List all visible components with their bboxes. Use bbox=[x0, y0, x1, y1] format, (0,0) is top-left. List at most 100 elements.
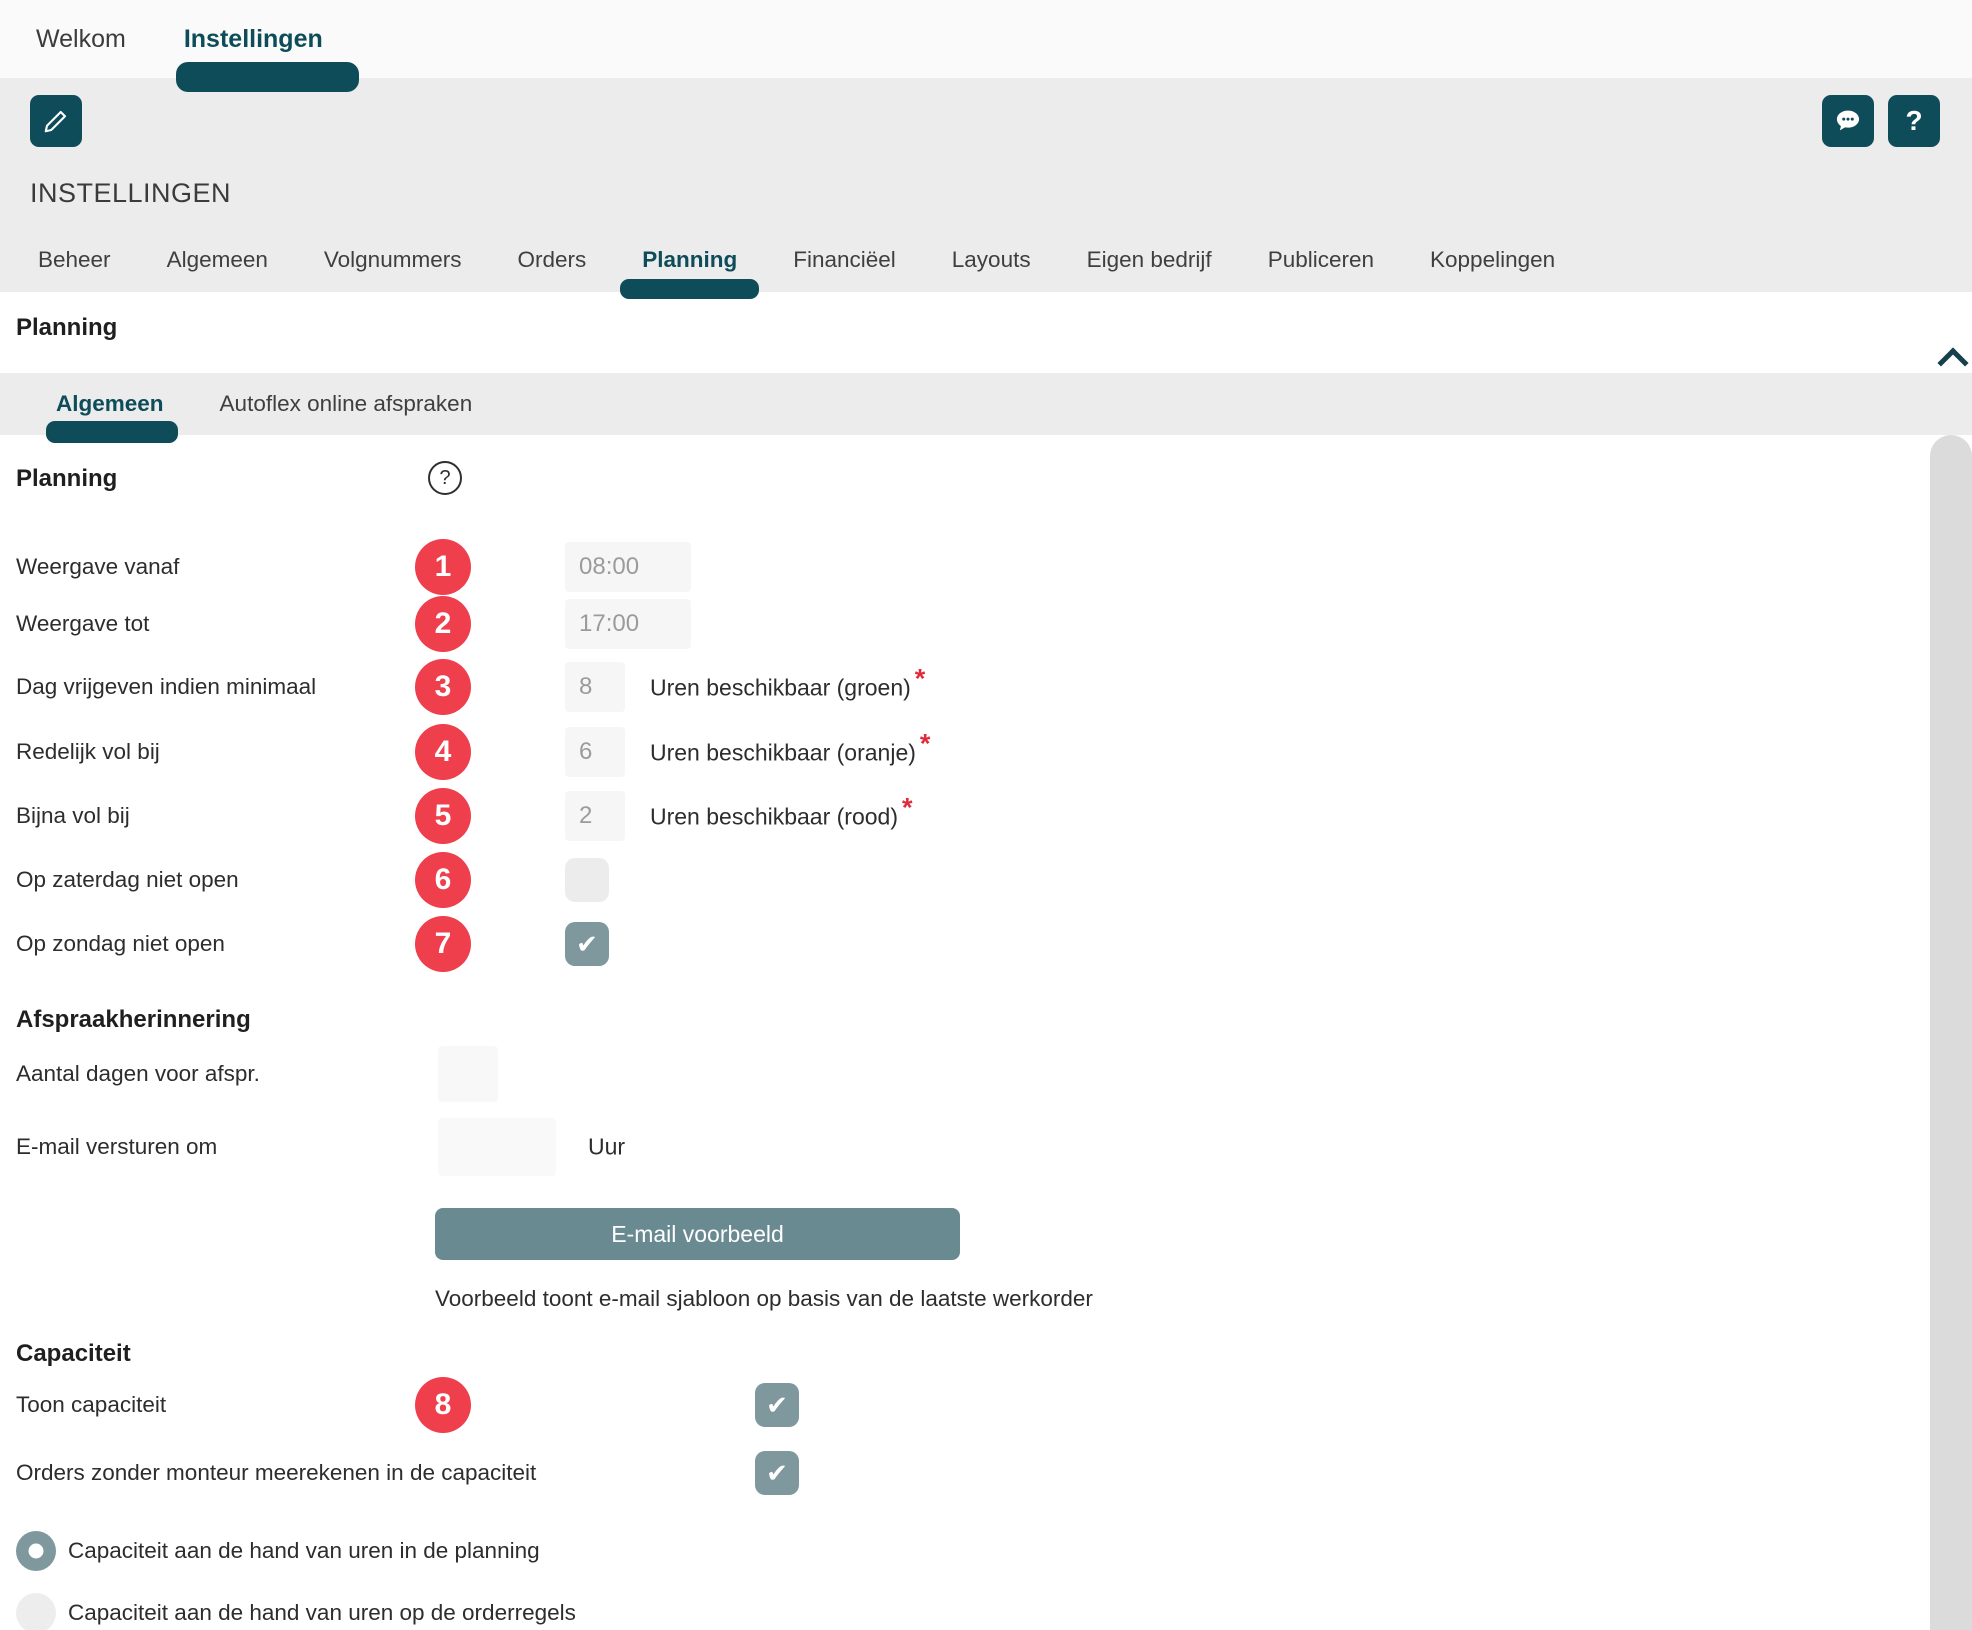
nav-tab-layouts[interactable]: Layouts bbox=[952, 228, 1031, 292]
sub-tab-label: Algemeen bbox=[56, 391, 164, 416]
tab-welkom-label: Welkom bbox=[36, 24, 126, 53]
zondag-checkbox[interactable]: ✔ bbox=[565, 922, 609, 966]
tab-welkom[interactable]: Welkom bbox=[36, 0, 126, 78]
help-button[interactable]: ? bbox=[1888, 95, 1940, 147]
question-mark-icon: ? bbox=[439, 466, 451, 489]
window-tab-bar: Welkom Instellingen bbox=[0, 0, 1972, 92]
nav-tab-label: Eigen bedrijf bbox=[1086, 247, 1212, 272]
row-zaterdag: Op zaterdag niet open 6 bbox=[0, 848, 1930, 912]
nav-tab-algemeen[interactable]: Algemeen bbox=[167, 228, 268, 292]
radio-label: Capaciteit aan de hand van uren in de pl… bbox=[68, 1538, 540, 1563]
radio-label: Capaciteit aan de hand van uren op de or… bbox=[68, 1600, 576, 1625]
row-aantal-dagen: Aantal dagen voor afspr. bbox=[0, 1034, 1930, 1114]
weergave-tot-input[interactable]: 17:00 bbox=[565, 599, 691, 649]
settings-nav-tabs: Beheer Algemeen Volgnummers Orders Plann… bbox=[38, 228, 1555, 299]
row-dag-vrijgeven: Dag vrijgeven indien minimaal 3 8 Uren b… bbox=[0, 654, 1930, 720]
row-orders-zonder-monteur: Orders zonder monteur meerekenen in de c… bbox=[0, 1442, 1930, 1504]
zaterdag-checkbox[interactable] bbox=[565, 858, 609, 902]
pencil-icon bbox=[41, 106, 71, 136]
nav-tab-orders[interactable]: Orders bbox=[517, 228, 586, 292]
field-suffix: Uren beschikbaar (rood) * bbox=[650, 793, 913, 832]
capaciteit-orderregels-radio[interactable] bbox=[16, 1593, 56, 1630]
weergave-vanaf-input[interactable]: 08:00 bbox=[565, 542, 691, 592]
uur-unit-label: Uur bbox=[588, 1133, 626, 1160]
sub-tab-autoflex[interactable]: Autoflex online afspraken bbox=[220, 373, 473, 435]
field-label: Op zaterdag niet open bbox=[16, 867, 239, 892]
question-mark-icon: ? bbox=[1905, 105, 1923, 136]
nav-tab-koppelingen[interactable]: Koppelingen bbox=[1430, 228, 1555, 292]
field-label: Weergave tot bbox=[16, 611, 150, 636]
field-label: Redelijk vol bij bbox=[16, 739, 160, 764]
row-bijna-vol: Bijna vol bij 5 2 Uren beschikbaar (rood… bbox=[0, 784, 1930, 848]
planning-group-title: Planning bbox=[16, 465, 118, 492]
page-header: ? INSTELLINGEN Beheer Algemeen Volgnumme… bbox=[0, 78, 1972, 299]
row-weergave-vanaf: Weergave vanaf 1 08:00 bbox=[0, 539, 1930, 595]
callout-badge-8: 8 bbox=[415, 1377, 471, 1433]
callout-badge-7: 7 bbox=[415, 916, 471, 972]
field-label: Weergave vanaf bbox=[16, 554, 180, 579]
row-toon-capaciteit: Toon capaciteit 8 ✔ bbox=[0, 1368, 1930, 1442]
settings-form: Planning ? Weergave vanaf 1 08:00 Weerga… bbox=[0, 435, 1930, 1630]
nav-tab-label: Publiceren bbox=[1267, 247, 1375, 272]
field-label: Dag vrijgeven indien minimaal bbox=[16, 674, 317, 699]
tab-instellingen-label: Instellingen bbox=[183, 24, 323, 53]
nav-tab-eigen-bedrijf[interactable]: Eigen bedrijf bbox=[1087, 228, 1212, 292]
planning-help-icon[interactable]: ? bbox=[428, 461, 462, 495]
planning-sub-tabs: Algemeen Autoflex online afspraken bbox=[0, 373, 1972, 443]
capaciteit-planning-radio[interactable] bbox=[16, 1531, 56, 1571]
radio-row-orderregels-uren: Capaciteit aan de hand van uren op de or… bbox=[0, 1588, 1930, 1630]
nav-tab-label: Layouts bbox=[951, 247, 1031, 272]
uren-rood-input[interactable]: 2 bbox=[565, 791, 625, 841]
required-asterisk: * bbox=[914, 663, 926, 694]
email-voorbeeld-button[interactable]: E-mail voorbeeld bbox=[435, 1208, 960, 1260]
email-voorbeeld-helper-text: Voorbeeld toont e-mail sjabloon op basis… bbox=[435, 1286, 1093, 1311]
email-tijd-input[interactable] bbox=[438, 1118, 556, 1176]
callout-badge-2: 2 bbox=[415, 596, 471, 652]
nav-tab-label: Koppelingen bbox=[1430, 247, 1556, 272]
callout-badge-6: 6 bbox=[415, 852, 471, 908]
suffix-text: Uren beschikbaar (groen) bbox=[650, 674, 911, 701]
suffix-text: Uren beschikbaar (oranje) bbox=[650, 739, 916, 766]
header-actions: ? bbox=[1822, 95, 1940, 147]
uren-groen-input[interactable]: 8 bbox=[565, 662, 625, 712]
nav-tab-volgnummers[interactable]: Volgnummers bbox=[324, 228, 462, 292]
field-label: Bijna vol bij bbox=[16, 803, 130, 828]
callout-badge-4: 4 bbox=[415, 724, 471, 780]
nav-tab-planning[interactable]: Planning bbox=[620, 228, 760, 299]
orders-zonder-monteur-checkbox[interactable]: ✔ bbox=[755, 1451, 799, 1495]
row-weergave-tot: Weergave tot 2 17:00 bbox=[0, 594, 1930, 654]
tab-instellingen[interactable]: Instellingen bbox=[175, 0, 359, 92]
nav-tab-label: Algemeen bbox=[166, 247, 268, 272]
uren-oranje-input[interactable]: 6 bbox=[565, 727, 625, 777]
active-nav-tab-underline bbox=[620, 279, 760, 299]
nav-tab-label: Beheer bbox=[38, 247, 111, 272]
radio-row-planning-uren: Capaciteit aan de hand van uren in de pl… bbox=[0, 1526, 1930, 1576]
feedback-button[interactable] bbox=[1822, 95, 1874, 147]
nav-tab-beheer[interactable]: Beheer bbox=[38, 228, 111, 292]
afspraak-group-header: Afspraakherinnering bbox=[0, 976, 1930, 1034]
toon-capaciteit-checkbox[interactable]: ✔ bbox=[755, 1383, 799, 1427]
callout-badge-5: 5 bbox=[415, 788, 471, 844]
edit-button[interactable] bbox=[30, 95, 82, 147]
active-window-tab-underline bbox=[175, 62, 359, 92]
field-label: Orders zonder monteur meerekenen in de c… bbox=[16, 1460, 537, 1485]
sub-tab-algemeen[interactable]: Algemeen bbox=[46, 373, 178, 443]
sub-tab-label: Autoflex online afspraken bbox=[219, 391, 473, 416]
field-label: Aantal dagen voor afspr. bbox=[16, 1061, 260, 1086]
callout-badge-1: 1 bbox=[415, 539, 471, 595]
nav-tab-financieel[interactable]: Financiëel bbox=[793, 228, 896, 292]
row-email-versturen: E-mail versturen om Uur bbox=[0, 1114, 1930, 1180]
field-label: Op zondag niet open bbox=[16, 931, 225, 956]
nav-tab-publiceren[interactable]: Publiceren bbox=[1268, 228, 1374, 292]
required-asterisk: * bbox=[919, 728, 931, 759]
nav-tab-label: Volgnummers bbox=[323, 247, 462, 272]
vertical-scrollbar[interactable] bbox=[1930, 435, 1972, 1630]
nav-tab-label: Planning bbox=[642, 247, 738, 272]
section-heading-strip: Planning bbox=[0, 292, 1972, 373]
field-label: Toon capaciteit bbox=[16, 1392, 167, 1417]
page-title: INSTELLINGEN bbox=[30, 178, 232, 208]
row-zondag: Op zondag niet open 7 ✔ bbox=[0, 912, 1930, 976]
suffix-text: Uren beschikbaar (rood) bbox=[650, 803, 899, 830]
aantal-dagen-input[interactable] bbox=[438, 1046, 498, 1102]
